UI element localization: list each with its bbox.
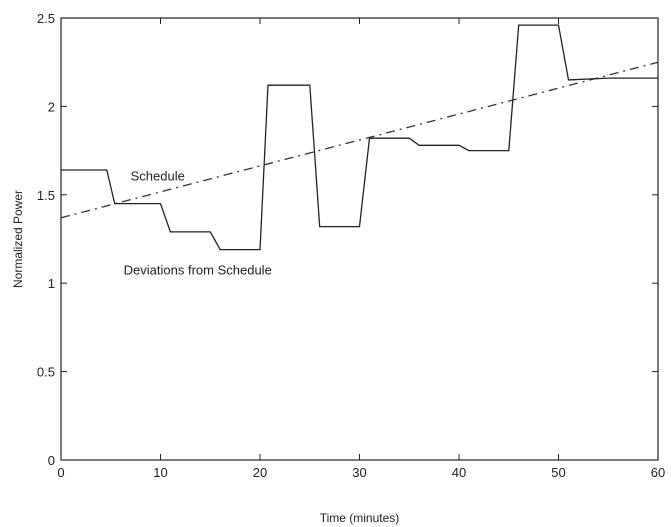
deviation-line bbox=[61, 24, 658, 251]
x-tick-label: 0 bbox=[57, 465, 64, 480]
x-tick-label: 30 bbox=[352, 465, 366, 480]
ticks-layer: 0 10 20 30 40 50 60 0 0.5 1 1.5 2 2.5 bbox=[37, 11, 665, 480]
x-axis-label: Time (minutes) bbox=[320, 511, 400, 525]
annotation-label: Schedule bbox=[131, 169, 185, 184]
x-tick-label: 60 bbox=[651, 465, 665, 480]
annotation-layer: Schedule Deviations from Schedule bbox=[124, 169, 272, 278]
y-axis-label: Normalized Power bbox=[11, 190, 25, 288]
x-tick-label: 20 bbox=[253, 465, 267, 480]
schedule-line bbox=[60, 61, 659, 219]
series-layer bbox=[60, 24, 659, 251]
x-tick-label: 10 bbox=[153, 465, 167, 480]
y-tick-label: 0 bbox=[48, 453, 55, 468]
y-tick-label: 2.5 bbox=[37, 11, 55, 26]
x-tick-label: 50 bbox=[551, 465, 565, 480]
y-tick-label: 2 bbox=[48, 99, 55, 114]
y-tick-label: 1.5 bbox=[37, 188, 55, 203]
annotation-label: Deviations from Schedule bbox=[124, 262, 272, 277]
x-tick-label: 40 bbox=[452, 465, 466, 480]
y-tick-label: 0.5 bbox=[37, 365, 55, 380]
y-tick-label: 1 bbox=[48, 276, 55, 291]
plot-frame bbox=[60, 17, 659, 461]
